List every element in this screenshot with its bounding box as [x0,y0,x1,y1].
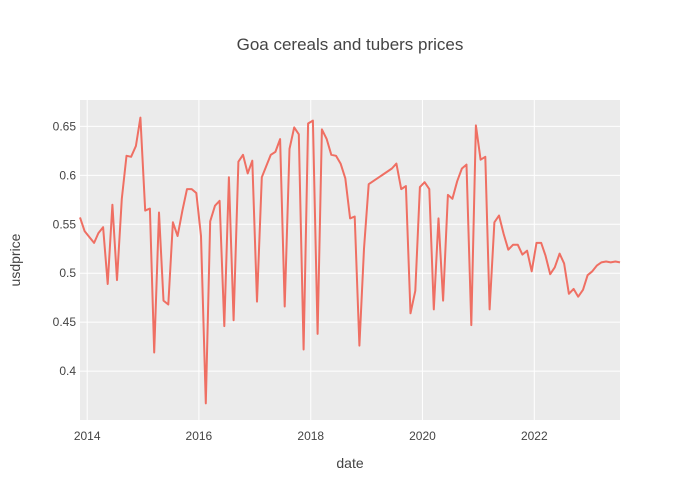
series-line [79,116,621,405]
y-tick-label: 0.65 [53,119,77,133]
chart-title: Goa cereals and tubers prices [237,35,464,54]
series-layer [79,116,621,405]
x-tick-label: 2014 [74,429,101,443]
x-tick-label: 2018 [297,429,324,443]
x-tick-label: 2022 [521,429,548,443]
x-axis-title: date [336,455,363,471]
y-tick-label: 0.5 [59,266,76,280]
x-tick-label: 2020 [409,429,436,443]
y-tick-label: 0.6 [59,168,76,182]
y-tick-label: 0.45 [53,315,77,329]
y-tick-label: 0.4 [59,364,76,378]
y-tick-labels: 0.4 0.45 0.5 0.55 0.6 0.65 [53,119,77,378]
x-tick-label: 2016 [186,429,213,443]
y-axis-title: usdprice [7,233,23,286]
y-tick-label: 0.55 [53,217,77,231]
x-tick-labels: 2014 2016 2018 2020 2022 [74,429,548,443]
